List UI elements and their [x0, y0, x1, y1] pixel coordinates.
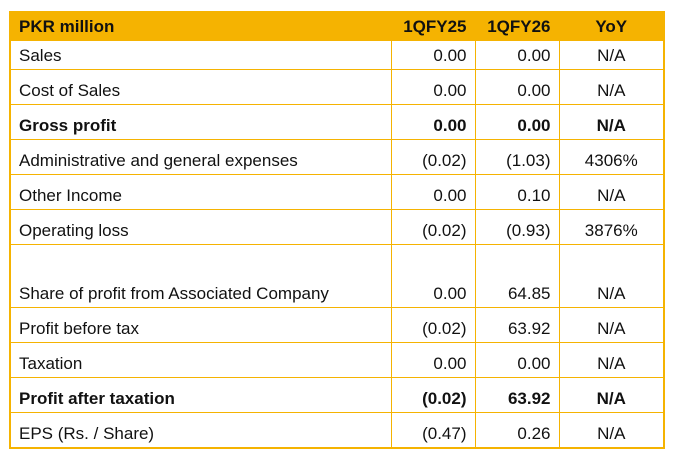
row-label: Sales [11, 41, 392, 70]
cell-1qfy25: (0.47) [391, 412, 476, 447]
cell-1qfy26: 64.85 [475, 244, 560, 308]
cell-1qfy25: (0.02) [391, 377, 476, 413]
header-row: PKR million 1QFY25 1QFY26 YoY [11, 13, 663, 41]
cell-yoy: N/A [559, 307, 663, 343]
cell-1qfy26: 0.00 [475, 104, 560, 140]
cell-1qfy25: (0.02) [391, 307, 476, 343]
cell-yoy: N/A [559, 412, 663, 447]
cell-1qfy26: 0.26 [475, 412, 560, 447]
table-row: Administrative and general expenses (0.0… [11, 139, 663, 175]
cell-yoy: N/A [559, 342, 663, 378]
cell-1qfy26: 0.00 [475, 69, 560, 105]
cell-yoy: 3876% [559, 209, 663, 245]
table-row: Gross profit 0.00 0.00 N/A [11, 104, 663, 140]
cell-1qfy25: (0.02) [391, 139, 476, 175]
table-row: Other Income 0.00 0.10 N/A [11, 174, 663, 210]
row-label: Profit before tax [11, 307, 392, 343]
header-1qfy25: 1QFY25 [391, 13, 476, 41]
cell-yoy: N/A [559, 104, 663, 140]
table-row: Operating loss (0.02) (0.93) 3876% [11, 209, 663, 245]
row-label: Share of profit from Associated Company [11, 244, 392, 308]
cell-yoy: N/A [559, 244, 663, 308]
cell-1qfy26: 63.92 [475, 307, 560, 343]
cell-1qfy26: 63.92 [475, 377, 560, 413]
cell-1qfy25: (0.02) [391, 209, 476, 245]
cell-1qfy25: 0.00 [391, 104, 476, 140]
header-1qfy26: 1QFY26 [475, 13, 560, 41]
cell-yoy: N/A [559, 69, 663, 105]
row-label: Gross profit [11, 104, 392, 140]
table-row: Profit before tax (0.02) 63.92 N/A [11, 307, 663, 343]
row-label: Other Income [11, 174, 392, 210]
cell-1qfy25: 0.00 [391, 342, 476, 378]
table-row: EPS (Rs. / Share) (0.47) 0.26 N/A [11, 412, 663, 447]
table-header: PKR million 1QFY25 1QFY26 YoY [11, 13, 663, 41]
cell-1qfy26: 0.10 [475, 174, 560, 210]
financial-table-container: PKR million 1QFY25 1QFY26 YoY Sales 0.00… [9, 11, 665, 449]
row-label: Taxation [11, 342, 392, 378]
header-yoy: YoY [595, 17, 628, 36]
table-body: Sales 0.00 0.00 N/A Cost of Sales 0.00 0… [11, 41, 663, 447]
cell-1qfy26: 0.00 [475, 342, 560, 378]
cell-1qfy25: 0.00 [391, 69, 476, 105]
table-row: Cost of Sales 0.00 0.00 N/A [11, 69, 663, 105]
row-label: Administrative and general expenses [11, 139, 392, 175]
cell-yoy: N/A [559, 377, 663, 413]
cell-1qfy26: (0.93) [475, 209, 560, 245]
row-label: EPS (Rs. / Share) [11, 412, 392, 447]
cell-1qfy25: 0.00 [391, 41, 476, 70]
row-label: Cost of Sales [11, 69, 392, 105]
row-label: Operating loss [11, 209, 392, 245]
row-label: Profit after taxation [11, 377, 392, 413]
financial-summary-table: PKR million 1QFY25 1QFY26 YoY Sales 0.00… [11, 13, 663, 447]
table-row: Profit after taxation (0.02) 63.92 N/A [11, 377, 663, 413]
cell-1qfy25: 0.00 [391, 244, 476, 308]
cell-1qfy26: 0.00 [475, 41, 560, 70]
cell-yoy: N/A [559, 174, 663, 210]
header-label: PKR million [11, 13, 392, 41]
cell-1qfy25: 0.00 [391, 174, 476, 210]
table-row: Share of profit from Associated Company … [11, 244, 663, 308]
cell-yoy: 4306% [559, 139, 663, 175]
table-row: Sales 0.00 0.00 N/A [11, 41, 663, 70]
cell-1qfy26: (1.03) [475, 139, 560, 175]
cell-yoy: N/A [597, 46, 626, 65]
table-row: Taxation 0.00 0.00 N/A [11, 342, 663, 378]
